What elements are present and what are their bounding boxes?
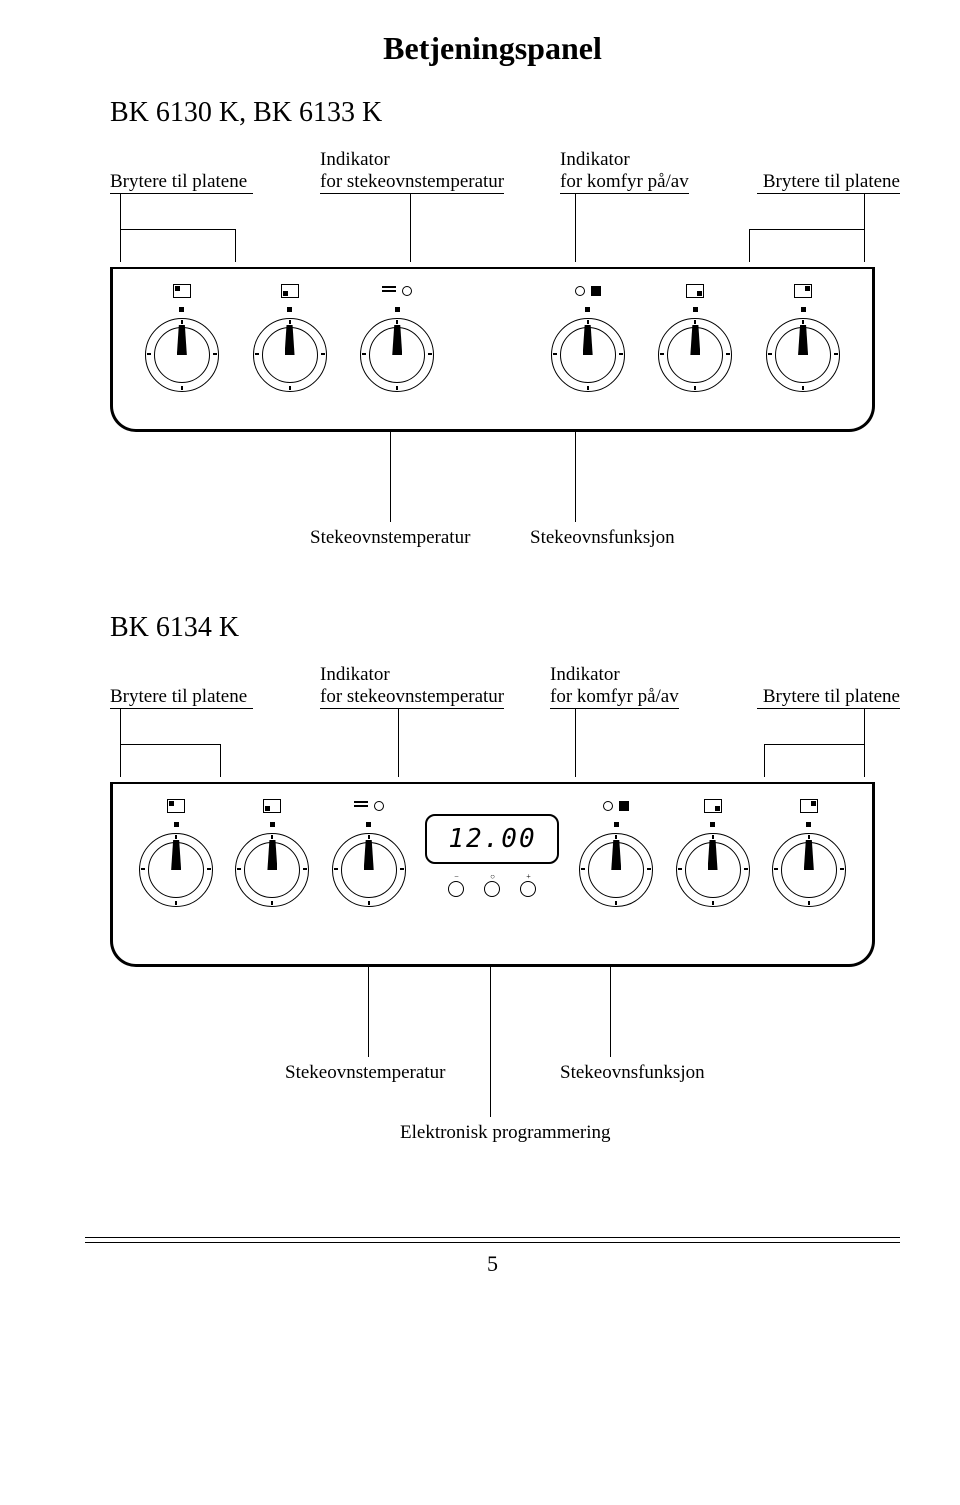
knob-plate-2a bbox=[242, 281, 337, 392]
knob[interactable] bbox=[579, 833, 653, 907]
indicator-light-icon bbox=[603, 801, 613, 811]
plate-icon bbox=[686, 284, 704, 298]
lower-leaders-a: Stekeovnstemperatur Stekeovnsfunksjon bbox=[110, 432, 875, 582]
plus-button[interactable] bbox=[520, 881, 536, 897]
brytere-left-a: Brytere til platene bbox=[110, 171, 253, 194]
minus-label: − bbox=[448, 872, 464, 881]
plate-icon bbox=[167, 799, 185, 813]
elektronisk-label: Elektronisk programmering bbox=[400, 1122, 611, 1144]
knob[interactable] bbox=[551, 318, 625, 392]
upper-leaders-b bbox=[110, 709, 875, 777]
label-row-1: Brytere til platene Indikator for stekeo… bbox=[110, 149, 900, 194]
mode-label: ○ bbox=[484, 872, 500, 881]
center-dot bbox=[801, 307, 806, 312]
knob-plate-1b bbox=[129, 796, 224, 907]
knob[interactable] bbox=[658, 318, 732, 392]
knob[interactable] bbox=[235, 833, 309, 907]
minus-button[interactable] bbox=[448, 881, 464, 897]
stek-temp-label-a: Stekeovnstemperatur bbox=[310, 527, 470, 549]
plus-label: + bbox=[520, 872, 536, 881]
center-dot bbox=[693, 307, 698, 312]
knob[interactable] bbox=[360, 318, 434, 392]
page-number: 5 bbox=[85, 1251, 900, 1277]
panel-b: 12.00 − ○ + bbox=[110, 782, 875, 967]
display-column: 12.00 − ○ + bbox=[417, 814, 567, 897]
knob-plate-4b bbox=[761, 796, 856, 907]
oven-icon bbox=[382, 290, 396, 292]
oven-icon bbox=[354, 805, 368, 807]
center-dot bbox=[710, 822, 715, 827]
ind-temp-l2-b: for stekeovnstemperatur bbox=[320, 686, 504, 709]
plate-icon bbox=[800, 799, 818, 813]
brytere-right-a: Brytere til platene bbox=[757, 171, 900, 194]
knob[interactable] bbox=[145, 318, 219, 392]
knob-plate-3b bbox=[665, 796, 760, 907]
plate-icon bbox=[281, 284, 299, 298]
page: Betjeningspanel BK 6130 K, BK 6133 K Bry… bbox=[0, 0, 960, 1317]
ind-temp-l2-a: for stekeovnstemperatur bbox=[320, 171, 504, 194]
stek-funk-label-a: Stekeovnsfunksjon bbox=[530, 527, 675, 549]
brytere-right-b: Brytere til platene bbox=[757, 686, 900, 709]
ind-temp-l1-b: Indikator bbox=[320, 664, 550, 686]
knob-plate-1a bbox=[134, 281, 229, 392]
mode-button[interactable] bbox=[484, 881, 500, 897]
label-row-2: Brytere til platene Indikator for stekeo… bbox=[110, 664, 900, 709]
ind-temp-l1-a: Indikator bbox=[320, 149, 560, 171]
center-dot bbox=[179, 307, 184, 312]
page-title: Betjeningspanel bbox=[85, 30, 900, 67]
knob[interactable] bbox=[766, 318, 840, 392]
knob-oven-func-b bbox=[569, 796, 664, 907]
knob-oven-temp-a bbox=[350, 281, 445, 392]
center-dot bbox=[287, 307, 292, 312]
ind-on-l1-b: Indikator bbox=[550, 664, 740, 686]
power-icon bbox=[619, 801, 629, 811]
brytere-left-b: Brytere til platene bbox=[110, 686, 253, 709]
plate-icon bbox=[173, 284, 191, 298]
stek-temp-label-b: Stekeovnstemperatur bbox=[285, 1062, 445, 1084]
panel-a bbox=[110, 267, 875, 432]
program-buttons: − ○ + bbox=[448, 872, 536, 897]
knob[interactable] bbox=[676, 833, 750, 907]
indicator-light-icon bbox=[402, 286, 412, 296]
knob-plate-4a bbox=[756, 281, 851, 392]
knob[interactable] bbox=[139, 833, 213, 907]
center-dot bbox=[270, 822, 275, 827]
center-dot bbox=[366, 822, 371, 827]
model-heading-a: BK 6130 K, BK 6133 K bbox=[110, 97, 900, 129]
knob-plate-2b bbox=[225, 796, 320, 907]
knob[interactable] bbox=[253, 318, 327, 392]
knob-oven-temp-b bbox=[321, 796, 416, 907]
center-dot bbox=[614, 822, 619, 827]
model-heading-b: BK 6134 K bbox=[110, 612, 900, 644]
upper-leaders-a bbox=[110, 194, 875, 262]
knob[interactable] bbox=[772, 833, 846, 907]
knob[interactable] bbox=[332, 833, 406, 907]
panel-b-wrap: 12.00 − ○ + bbox=[110, 782, 875, 967]
knob-plate-3a bbox=[648, 281, 743, 392]
center-dot bbox=[585, 307, 590, 312]
knob-oven-func-a bbox=[540, 281, 635, 392]
center-dot bbox=[174, 822, 179, 827]
plate-icon bbox=[704, 799, 722, 813]
stek-funk-label-b: Stekeovnsfunksjon bbox=[560, 1062, 705, 1084]
indicator-light-icon bbox=[374, 801, 384, 811]
panel-a-wrap bbox=[110, 267, 875, 432]
plate-icon bbox=[263, 799, 281, 813]
indicator-light-icon bbox=[575, 286, 585, 296]
center-dot bbox=[395, 307, 400, 312]
footer: 5 bbox=[85, 1237, 900, 1277]
ind-on-l2-b: for komfyr på/av bbox=[550, 686, 679, 709]
plate-icon bbox=[794, 284, 812, 298]
clock-display: 12.00 bbox=[425, 814, 559, 864]
lower-leaders-b: Stekeovnstemperatur Stekeovnsfunksjon El… bbox=[110, 967, 875, 1167]
power-icon bbox=[591, 286, 601, 296]
ind-on-l2-a: for komfyr på/av bbox=[560, 171, 689, 194]
center-dot bbox=[806, 822, 811, 827]
ind-on-l1-a: Indikator bbox=[560, 149, 750, 171]
